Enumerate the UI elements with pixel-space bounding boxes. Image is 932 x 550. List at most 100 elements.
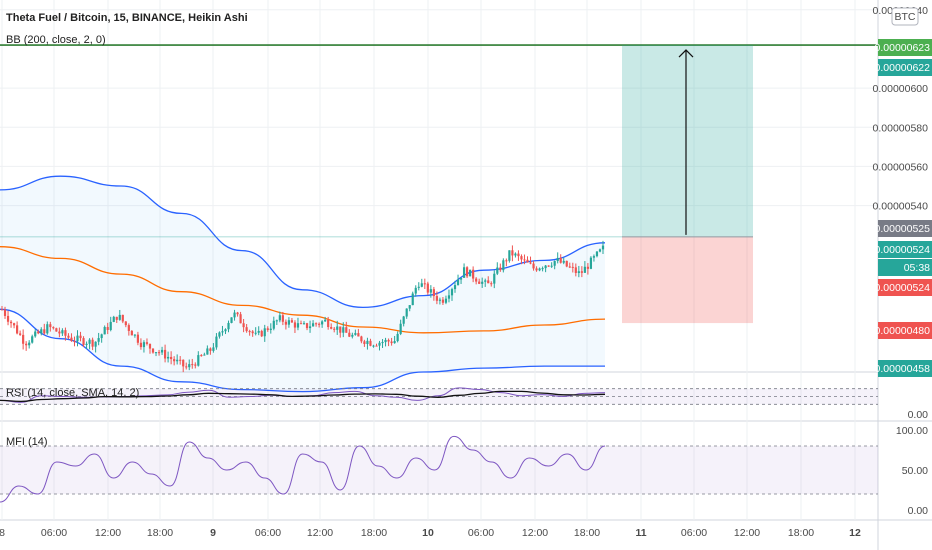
candle-body [469, 269, 472, 277]
candle-body [580, 271, 583, 273]
bb-lower-line [0, 308, 605, 393]
candle-body [592, 256, 596, 258]
candle-body [121, 314, 124, 322]
candle-body [239, 314, 242, 324]
candle-body [541, 268, 544, 270]
candle-body [263, 328, 266, 337]
rsi-legend-label: RSI (14, close, SMA, 14, 2) [6, 387, 139, 399]
candle-body [154, 352, 158, 354]
candle-body [487, 280, 490, 284]
mfi-axis-label: 50.00 [902, 465, 928, 477]
candle-body [275, 320, 278, 322]
candle-body [70, 337, 73, 342]
price-tag [878, 259, 932, 276]
candle-body [173, 359, 176, 362]
candle-body [481, 281, 484, 284]
candle-body [465, 267, 469, 277]
candle-body [432, 289, 435, 297]
candle-body [302, 323, 306, 325]
candle-body [37, 331, 40, 334]
candle-body [227, 322, 230, 330]
candle-body [260, 330, 263, 337]
candle-body [453, 285, 457, 290]
candle-body [49, 324, 52, 328]
candle-body [478, 281, 481, 284]
x-tick-label: 11 [635, 527, 646, 539]
candle-body [577, 271, 580, 273]
candle-body [118, 314, 121, 320]
candle-body [532, 263, 535, 269]
candle-body [22, 334, 25, 344]
candle-body [200, 355, 203, 357]
grid-layer [0, 0, 878, 520]
candle-body [133, 334, 136, 336]
candle-body [387, 339, 390, 342]
y-tick-label: 0.00000600 [873, 83, 929, 95]
candle-body [34, 331, 37, 337]
currency-badge[interactable] [891, 7, 919, 26]
candle-body [589, 257, 593, 269]
candle-body [559, 257, 562, 263]
candle-body [272, 320, 275, 329]
candle-body [547, 265, 550, 267]
candle-body [94, 341, 97, 347]
arrow-head-icon [678, 49, 694, 58]
candle-body [426, 283, 429, 293]
candle-body [25, 343, 28, 346]
candle-body [517, 253, 520, 257]
candle-body [127, 325, 130, 331]
candle-body [266, 328, 269, 330]
currency-label: BTC [895, 11, 916, 23]
price-tag [878, 279, 932, 296]
price-tag [878, 241, 932, 258]
candle-body [330, 327, 333, 329]
price-tag [878, 360, 932, 377]
candle-body [456, 279, 460, 286]
candle-body [103, 327, 106, 335]
x-tick-label: 06:00 [255, 527, 281, 539]
candle-body [538, 268, 541, 271]
candle-body [233, 312, 236, 318]
price-tag [878, 59, 932, 76]
candle-body [91, 339, 94, 347]
candle-body [390, 341, 393, 344]
candle-body [450, 289, 454, 296]
candle-body [520, 256, 523, 260]
candle-body [598, 249, 602, 252]
long-position-tool[interactable] [0, 44, 878, 324]
candle-body [496, 267, 499, 274]
candle-body [384, 339, 387, 343]
rsi-axis-label: 0.00 [908, 409, 929, 421]
candle-body [293, 322, 297, 328]
x-tick-label: 18:00 [788, 527, 814, 539]
candle-body [493, 273, 496, 284]
candle-body [170, 356, 173, 360]
candle-body [130, 330, 133, 336]
candle-body [40, 329, 43, 334]
candle-body [299, 323, 303, 325]
candle-body [508, 250, 511, 261]
candle-body [378, 342, 381, 346]
candle-body [248, 331, 251, 333]
candle-body [475, 278, 478, 282]
candle-body [366, 340, 369, 345]
candle-body [287, 320, 291, 325]
candle-body [115, 316, 118, 320]
candle-body [145, 342, 149, 344]
candle-body [565, 260, 568, 267]
candle-body [314, 323, 318, 325]
x-tick-label: 12:00 [734, 527, 760, 539]
candle-body [97, 338, 100, 342]
candle-body [505, 260, 508, 262]
candle-body [414, 287, 417, 294]
candle-body [148, 343, 152, 349]
x-tick-label: 12 [849, 527, 861, 539]
candle-body [333, 328, 336, 330]
candle-body [308, 326, 312, 329]
bb-fill [0, 176, 605, 392]
candle-body [206, 348, 209, 355]
candle-body [82, 338, 85, 345]
candle-body [251, 331, 254, 334]
candle-body [203, 354, 206, 356]
candle-body [393, 341, 396, 344]
